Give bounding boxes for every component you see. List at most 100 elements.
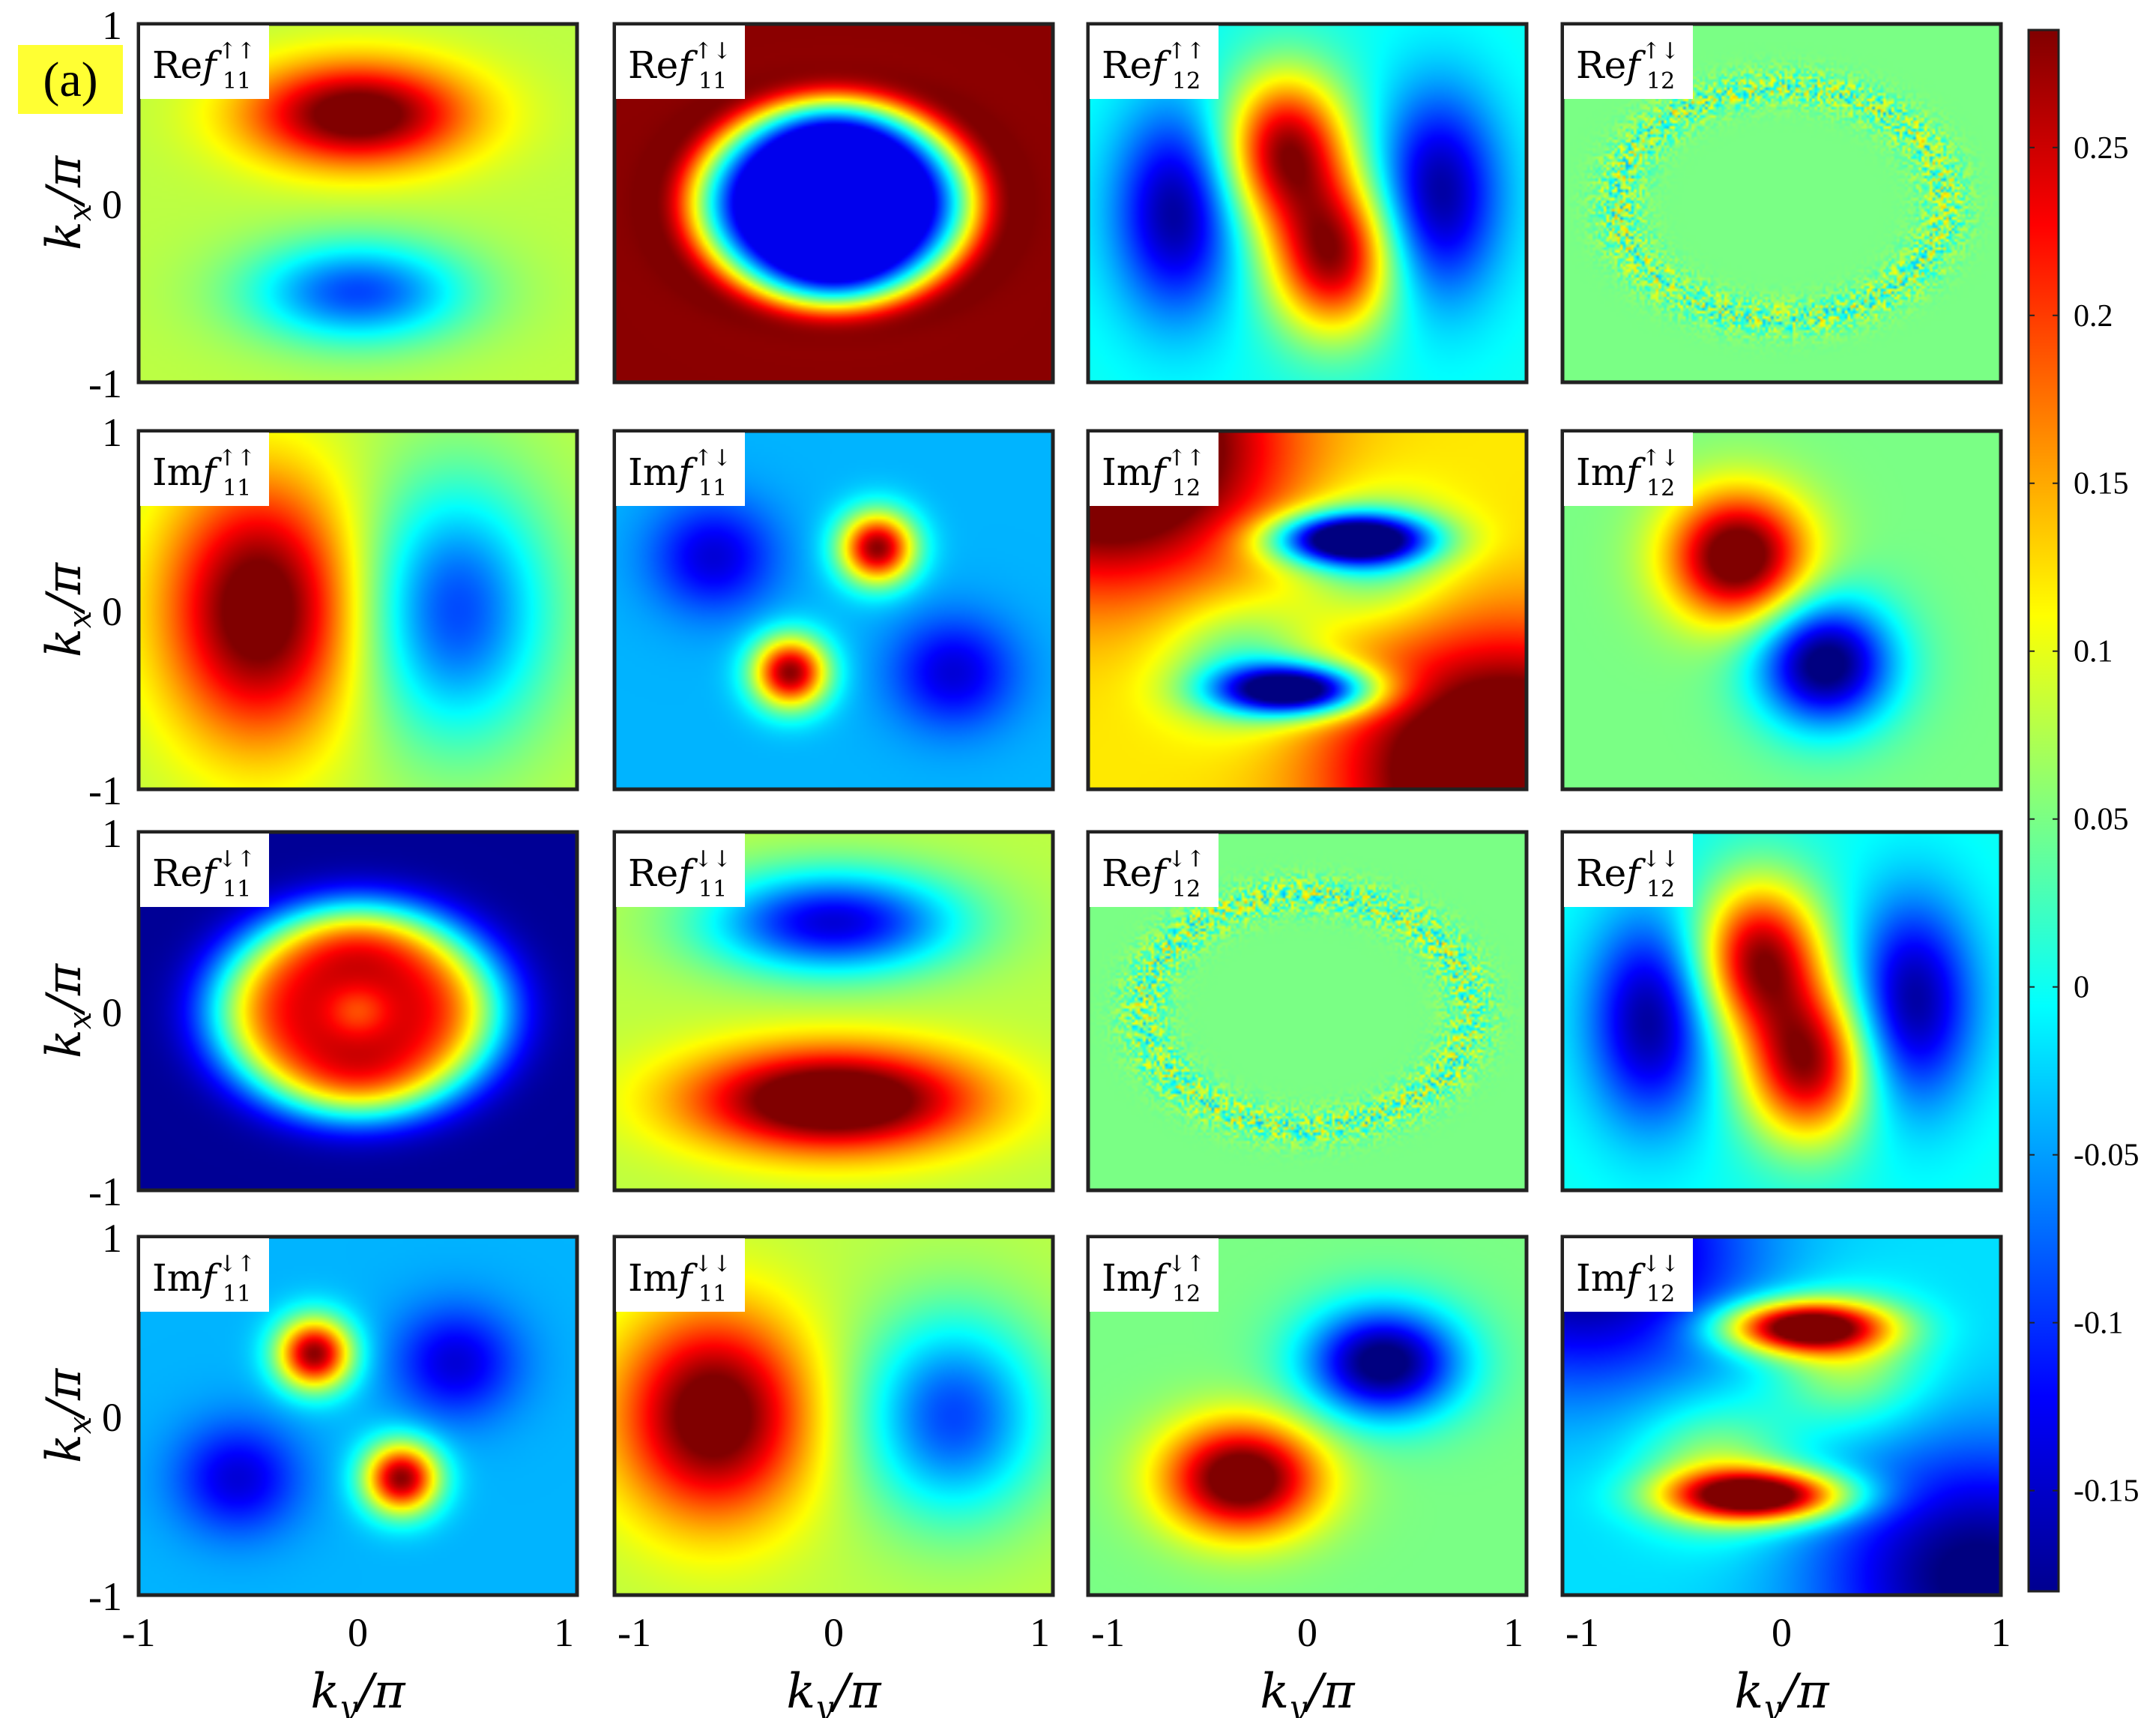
panel-title-prefix: Re xyxy=(1102,852,1152,895)
panel-title-prefix: Im xyxy=(1102,450,1152,494)
panel-title-sup: ↑↓ xyxy=(1642,445,1679,471)
panel-title-sup: ↑↑ xyxy=(1168,38,1205,64)
x-tick-label: 1 xyxy=(554,1610,574,1655)
panel-title-prefix: Re xyxy=(1102,43,1152,87)
colorbar-tick-label: 0.1 xyxy=(2074,635,2113,669)
x-tick-label: 0 xyxy=(348,1610,368,1655)
panel-title-prefix: Im xyxy=(1102,1256,1152,1300)
panel-title-sub: 11 xyxy=(223,876,251,902)
panel-title-prefix: Re xyxy=(1576,43,1626,87)
panel-title-sub: 11 xyxy=(698,876,727,902)
panel-title-sup: ↓↑ xyxy=(1168,846,1205,872)
x-axis-label: ky/π xyxy=(1734,1664,1829,1718)
colorbar-tick-label: 0.05 xyxy=(2074,803,2129,837)
y-tick-label: -1 xyxy=(88,768,122,813)
x-tick-label: 0 xyxy=(1772,1610,1792,1655)
x-tick-label: 0 xyxy=(1297,1610,1317,1655)
x-axis-label: ky/π xyxy=(786,1664,881,1718)
heatmap-panel: Imf↓↑11 xyxy=(139,1237,577,1595)
panel-title-sup: ↑↓ xyxy=(1642,38,1679,64)
panel-title-sub: 12 xyxy=(1646,68,1675,94)
heatmap-panel: Imf↑↓11 xyxy=(615,431,1053,789)
y-axes: 10-1kx/π10-1kx/π10-1kx/π10-1kx/π xyxy=(37,3,122,1619)
heatmap-panel: Imf↑↓12 xyxy=(1562,431,2001,789)
x-axis-label: ky/π xyxy=(310,1664,405,1718)
panel-title-sup: ↓↓ xyxy=(1642,1251,1679,1277)
heatmap-panel: Imf↓↓12 xyxy=(1562,1237,2001,1595)
x-tick-label: -1 xyxy=(1091,1610,1125,1655)
panel-title-sup: ↑↑ xyxy=(218,38,256,64)
panel-title-sub: 11 xyxy=(223,68,251,94)
panel-title-prefix: Im xyxy=(628,1256,678,1300)
x-tick-label: -1 xyxy=(617,1610,651,1655)
y-axis-label: kx/π xyxy=(37,1368,98,1463)
panel-title-sub: 12 xyxy=(1172,475,1201,501)
panel-title-sup: ↑↓ xyxy=(694,445,731,471)
panel-title-prefix: Im xyxy=(1576,1256,1626,1300)
heatmap-panel: Ref↑↑11 xyxy=(139,24,577,382)
colorbar: 0.25 0.2 0.15 0.1 0.05 0 -0.05 -0.1 -0.15 xyxy=(2029,30,2140,1591)
panel-title-prefix: Re xyxy=(152,852,202,895)
x-tick-label: -1 xyxy=(1565,1610,1599,1655)
heatmap-panel: Ref↓↑12 xyxy=(1088,832,1527,1190)
y-axis-label: kx/π xyxy=(37,562,98,657)
x-tick-label: -1 xyxy=(122,1610,156,1655)
colorbar-tick-label: 0.2 xyxy=(2074,299,2113,334)
colorbar-tick-label: -0.1 xyxy=(2074,1306,2124,1341)
panel-title-prefix: Re xyxy=(1576,852,1626,895)
panel-title-sup: ↓↑ xyxy=(218,846,256,872)
heatmap-panel: Imf↓↑12 xyxy=(1088,1237,1527,1595)
y-tick-label: 1 xyxy=(102,811,122,856)
x-tick-label: 1 xyxy=(1991,1610,2011,1655)
panel-title-prefix: Im xyxy=(628,450,678,494)
y-tick-label: 0 xyxy=(102,990,122,1035)
panel-title-sup: ↓↓ xyxy=(694,1251,731,1277)
panel-title-prefix: Im xyxy=(152,450,202,494)
panel-title-sub: 11 xyxy=(698,68,727,94)
heatmap-grid: Ref↑↑11 Ref↑↓11 Ref↑↑12 Ref↑↓12Imf↑↑11 Imf↑↓… xyxy=(139,24,2001,1595)
x-tick-label: 1 xyxy=(1503,1610,1524,1655)
y-tick-label: -1 xyxy=(88,1169,122,1214)
heatmap-panel: Ref↑↓11 xyxy=(615,24,1053,382)
y-tick-label: 1 xyxy=(102,410,122,455)
panel-title-sub: 12 xyxy=(1646,1281,1675,1307)
heatmap-panel: Imf↑↑11 xyxy=(139,431,577,789)
x-axis-label: ky/π xyxy=(1260,1664,1355,1718)
y-tick-label: -1 xyxy=(88,1574,122,1619)
panel-title-sup: ↑↑ xyxy=(218,445,256,471)
panel-title-sub: 11 xyxy=(223,1281,251,1307)
x-tick-label: 1 xyxy=(1030,1610,1050,1655)
colorbar-tick-label: -0.15 xyxy=(2074,1474,2140,1509)
colorbar-bar xyxy=(2029,30,2059,1591)
y-tick-label: 1 xyxy=(102,3,122,48)
panel-title-prefix: Im xyxy=(1576,450,1626,494)
heatmap-panel: Ref↑↓12 xyxy=(1562,24,2001,382)
y-tick-label: 0 xyxy=(102,182,122,227)
panel-title-sup: ↑↑ xyxy=(1168,445,1205,471)
panel-title-sup: ↑↓ xyxy=(694,38,731,64)
panel-title-sub: 11 xyxy=(698,1281,727,1307)
panel-title-sup: ↓↑ xyxy=(218,1251,256,1277)
panel-title-prefix: Re xyxy=(152,43,202,87)
panel-title-prefix: Re xyxy=(628,852,678,895)
heatmap-panel: Imf↓↓11 xyxy=(615,1237,1053,1595)
colorbar-tick-label: 0.15 xyxy=(2074,467,2129,501)
heatmap-panel: Imf↑↑12 xyxy=(1088,431,1527,789)
panel-title-prefix: Im xyxy=(152,1256,202,1300)
panel-title-sup: ↓↑ xyxy=(1168,1251,1205,1277)
panel-title-sub: 12 xyxy=(1172,68,1201,94)
panel-title-sub: 11 xyxy=(698,475,727,501)
panel-title-sup: ↓↓ xyxy=(1642,846,1679,872)
y-axis-label: kx/π xyxy=(37,963,98,1058)
y-tick-label: 0 xyxy=(102,589,122,634)
y-tick-label: -1 xyxy=(88,361,122,406)
heatmap-panel: Ref↓↑11 xyxy=(139,832,577,1190)
panel-title-sub: 12 xyxy=(1646,876,1675,902)
heatmap-panel: Ref↑↑12 xyxy=(1088,24,1527,382)
colorbar-tick-label: 0 xyxy=(2074,971,2089,1005)
panel-title-prefix: Re xyxy=(628,43,678,87)
heatmap-panel: Ref↓↓12 xyxy=(1562,832,2001,1190)
y-tick-label: 1 xyxy=(102,1216,122,1261)
panel-title-sup: ↓↓ xyxy=(694,846,731,872)
